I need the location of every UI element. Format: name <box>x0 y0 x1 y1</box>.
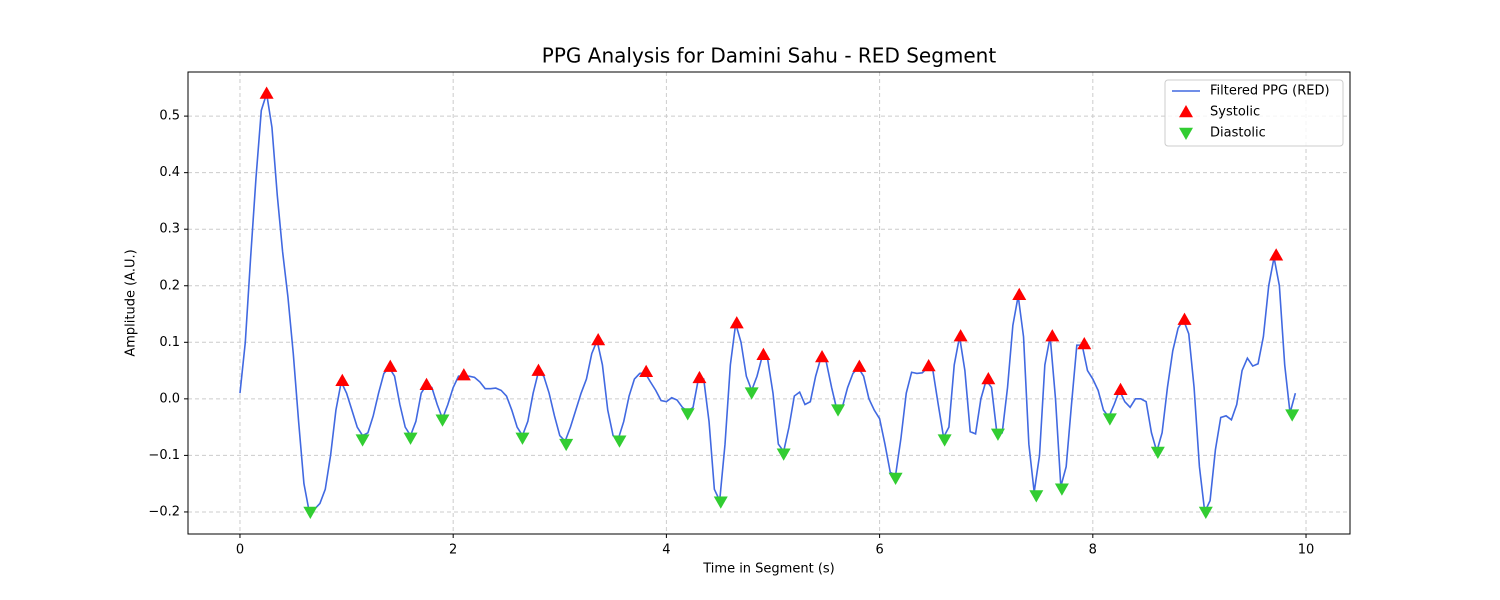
marker <box>612 435 627 448</box>
plot-frame <box>187 71 1351 535</box>
marker <box>1102 413 1117 426</box>
marker <box>419 377 434 390</box>
marker <box>559 438 574 452</box>
marker <box>744 387 759 400</box>
marker <box>303 506 318 519</box>
x-tick-label: 0 <box>236 543 244 558</box>
marker <box>1029 490 1044 503</box>
y-tick-label: −0.2 <box>148 504 180 519</box>
legend-label: Systolic <box>1210 105 1260 120</box>
marker <box>383 359 398 372</box>
x-tick-label: 4 <box>662 543 670 558</box>
marker <box>639 364 654 377</box>
y-tick-label: 0.4 <box>159 165 180 180</box>
y-tick-label: 0.5 <box>159 109 180 124</box>
marker <box>921 359 936 372</box>
x-tick-label: 8 <box>1089 543 1097 558</box>
marker <box>888 472 903 486</box>
chart-title: PPG Analysis for Damini Sahu - RED Segme… <box>542 44 997 68</box>
legend-label: Diastolic <box>1210 126 1266 141</box>
marker <box>403 432 418 445</box>
marker <box>852 359 867 372</box>
marker <box>456 368 471 381</box>
marker <box>591 333 606 346</box>
x-axis-label: Time in Segment (s) <box>702 562 834 577</box>
marker <box>1177 312 1192 325</box>
marker <box>937 434 952 447</box>
marker <box>713 496 728 509</box>
marker <box>1054 483 1069 496</box>
marker <box>1113 382 1128 396</box>
x-tick-label: 6 <box>875 543 883 558</box>
marker <box>990 428 1005 441</box>
marker <box>1077 336 1092 350</box>
marker <box>692 370 707 384</box>
x-tick-label: 2 <box>449 543 457 558</box>
marker <box>776 448 791 461</box>
marker <box>756 347 771 360</box>
marker <box>355 434 370 447</box>
marker <box>1045 329 1060 342</box>
marker <box>680 408 695 421</box>
marker <box>953 329 968 342</box>
marker <box>1285 409 1300 422</box>
y-axis-label: Amplitude (A.U.) <box>124 249 139 356</box>
marker <box>1198 506 1213 519</box>
legend-swatch <box>1179 105 1193 118</box>
marker <box>1150 446 1165 460</box>
y-tick-label: 0.1 <box>159 335 180 350</box>
marker <box>729 316 744 329</box>
y-tick-label: −0.1 <box>148 448 180 463</box>
marker <box>815 350 830 363</box>
marker <box>831 404 846 417</box>
marker <box>531 363 546 376</box>
legend-label: Filtered PPG (RED) <box>1210 84 1330 99</box>
y-tick-label: 0.0 <box>159 391 180 406</box>
marker <box>1269 248 1284 261</box>
x-tick-label: 10 <box>1298 543 1315 558</box>
marker <box>515 432 530 445</box>
marker <box>1012 287 1027 301</box>
marker <box>435 414 450 427</box>
legend-swatch <box>1179 127 1193 140</box>
legend-box <box>1164 79 1344 147</box>
marker <box>335 373 350 387</box>
marker <box>259 86 274 99</box>
legend: Filtered PPG (RED) Systolic Diastolic <box>1164 79 1344 147</box>
y-tick-label: 0.2 <box>159 278 180 293</box>
y-tick-label: 0.3 <box>159 222 180 237</box>
marker <box>981 372 996 385</box>
